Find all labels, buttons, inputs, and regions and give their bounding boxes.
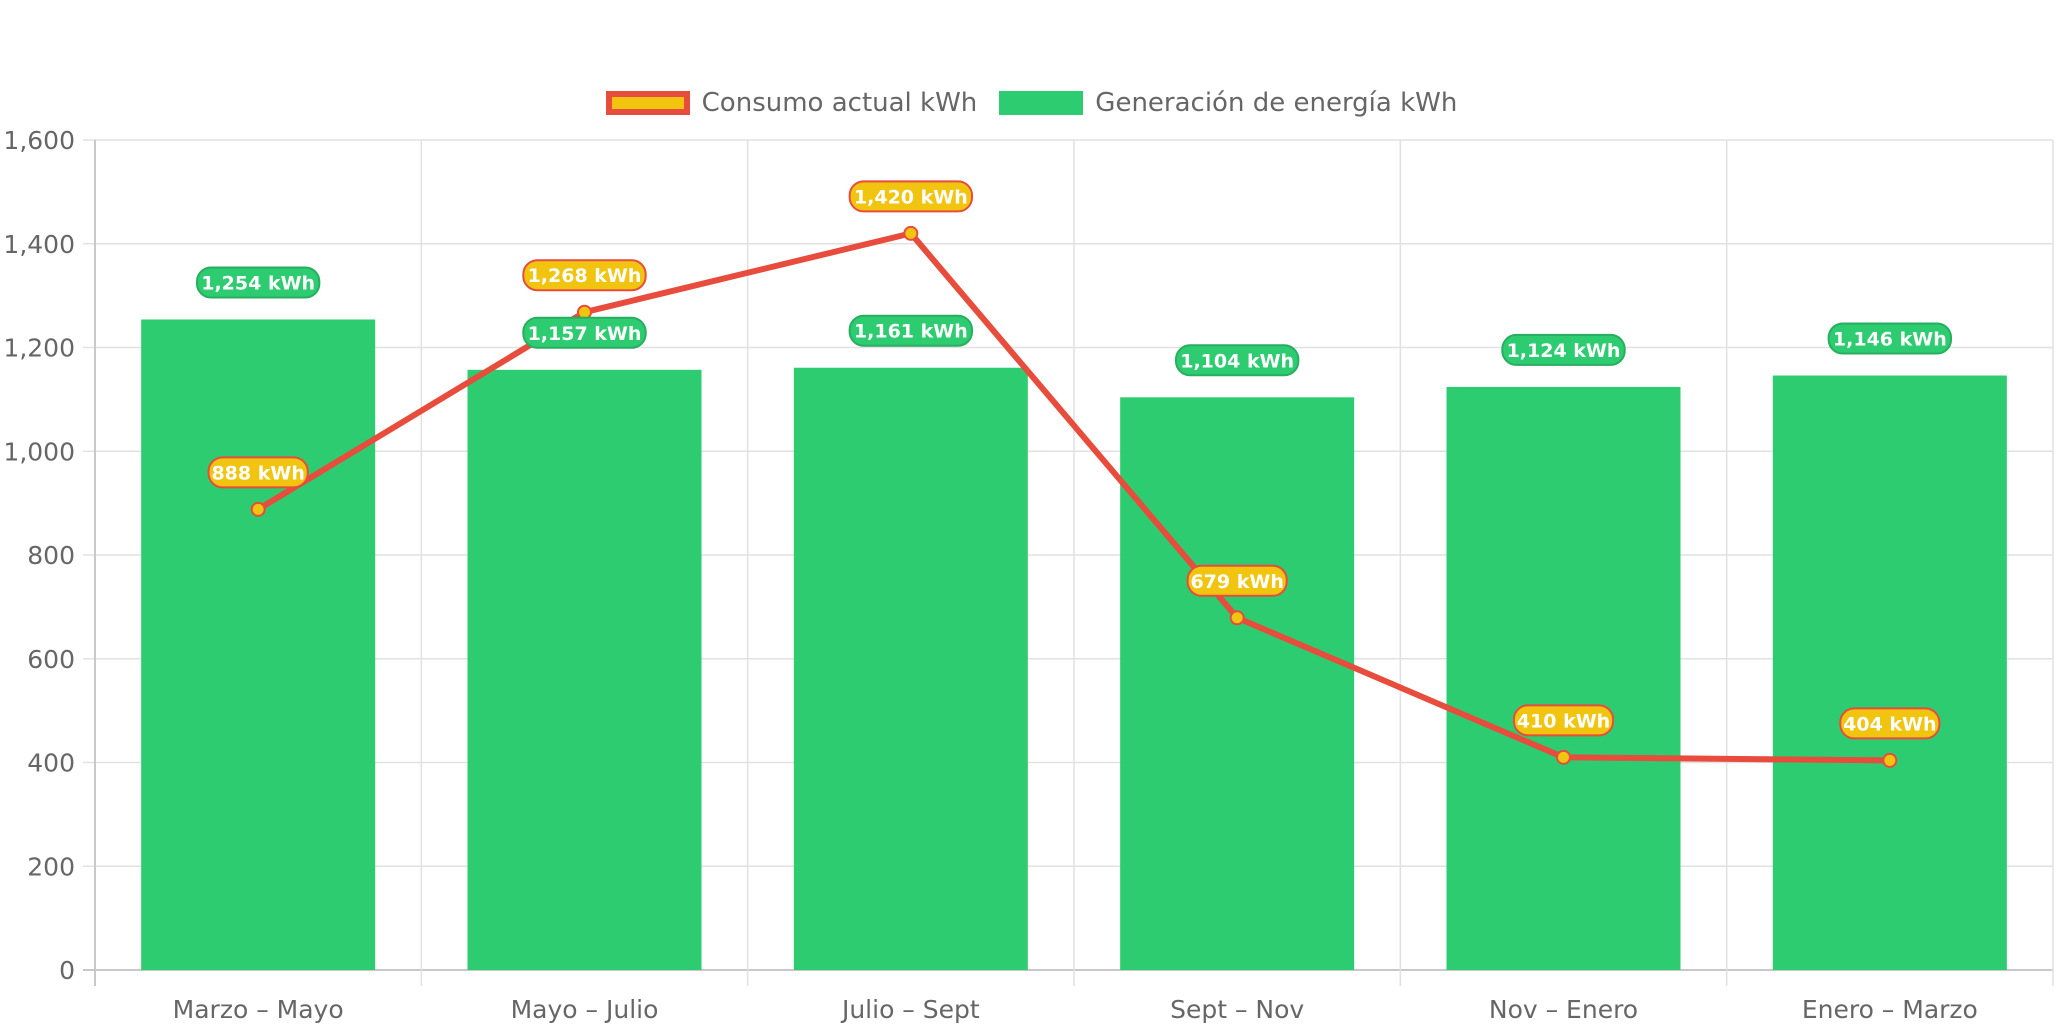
- data-label-generacion: 1,254 kWh: [201, 272, 315, 294]
- data-label-generacion: 1,157 kWh: [528, 323, 642, 345]
- point-consumo: [577, 304, 592, 320]
- data-label-generacion: 1,124 kWh: [1507, 340, 1621, 362]
- x-tick-label: Nov – Enero: [1489, 995, 1638, 1024]
- point-consumo: [903, 225, 919, 241]
- data-label-consumo-box: [522, 259, 647, 292]
- data-label-generacion-box: [1501, 333, 1626, 366]
- y-tick-label: 1,400: [3, 230, 75, 259]
- bar-generacion: [1772, 375, 2007, 970]
- y-tick-label: 1,000: [3, 437, 75, 466]
- data-label-consumo: 888 kWh: [211, 462, 304, 484]
- data-label-generacion-box: [195, 266, 321, 299]
- y-tick-label: 200: [27, 852, 75, 881]
- data-label-consumo: 404 kWh: [1843, 713, 1936, 735]
- point-consumo: [250, 501, 266, 517]
- data-label-generacion: 1,161 kWh: [854, 321, 968, 343]
- bar-generacion: [793, 367, 1028, 970]
- data-label-consumo-box: [207, 456, 309, 489]
- data-label-generacion: 1,104 kWh: [1180, 350, 1294, 372]
- y-tick-label: 800: [27, 541, 75, 570]
- x-tick-label: Sept – Nov: [1170, 995, 1304, 1024]
- legend-item-consumo[interactable]: Consumo actual kWh: [605, 88, 978, 118]
- data-label-generacion-box: [1827, 322, 1953, 355]
- data-label-consumo: 1,420 kWh: [854, 186, 968, 208]
- legend-label-generacion: Generación de energía kWh: [1095, 88, 1458, 118]
- point-consumo: [1556, 749, 1571, 765]
- y-tick-label: 0: [59, 956, 75, 985]
- data-label-generacion-box: [848, 314, 974, 347]
- data-label-consumo: 679 kWh: [1190, 571, 1283, 593]
- y-tick-label: 1,600: [3, 126, 75, 155]
- legend-swatch-generacion: [999, 91, 1084, 115]
- data-label-generacion: 1,146 kWh: [1833, 329, 1947, 351]
- x-tick-label: Julio – Sept: [840, 995, 980, 1024]
- data-label-generacion-box: [1174, 344, 1300, 377]
- chart-legend: Consumo actual kWh Generación de energía…: [0, 88, 2063, 118]
- data-label-consumo: 1,268 kWh: [528, 265, 642, 287]
- legend-label-consumo: Consumo actual kWh: [701, 88, 978, 118]
- legend-item-generacion[interactable]: Generación de energía kWh: [999, 88, 1457, 118]
- point-consumo: [1229, 610, 1245, 626]
- legend-swatch-consumo: [605, 91, 690, 115]
- x-tick-label: Mayo – Julio: [511, 995, 659, 1024]
- bar-generacion: [1446, 386, 1681, 970]
- point-consumo: [1882, 752, 1898, 768]
- data-label-consumo-box: [848, 180, 974, 213]
- bar-generacion: [1120, 397, 1355, 970]
- data-label-generacion-box: [522, 316, 647, 349]
- bar-generacion: [467, 369, 702, 970]
- y-tick-label: 600: [27, 645, 75, 674]
- data-label-consumo-box: [1839, 707, 1941, 740]
- bar-generacion: [141, 319, 376, 970]
- y-tick-label: 400: [27, 749, 75, 778]
- data-label-consumo-box: [1512, 704, 1615, 737]
- x-tick-label: Enero – Marzo: [1802, 995, 1978, 1024]
- x-tick-label: Marzo – Mayo: [173, 995, 344, 1024]
- y-tick-label: 1,200: [3, 334, 75, 363]
- data-label-consumo: 410 kWh: [1517, 710, 1610, 732]
- data-label-consumo-box: [1186, 564, 1288, 597]
